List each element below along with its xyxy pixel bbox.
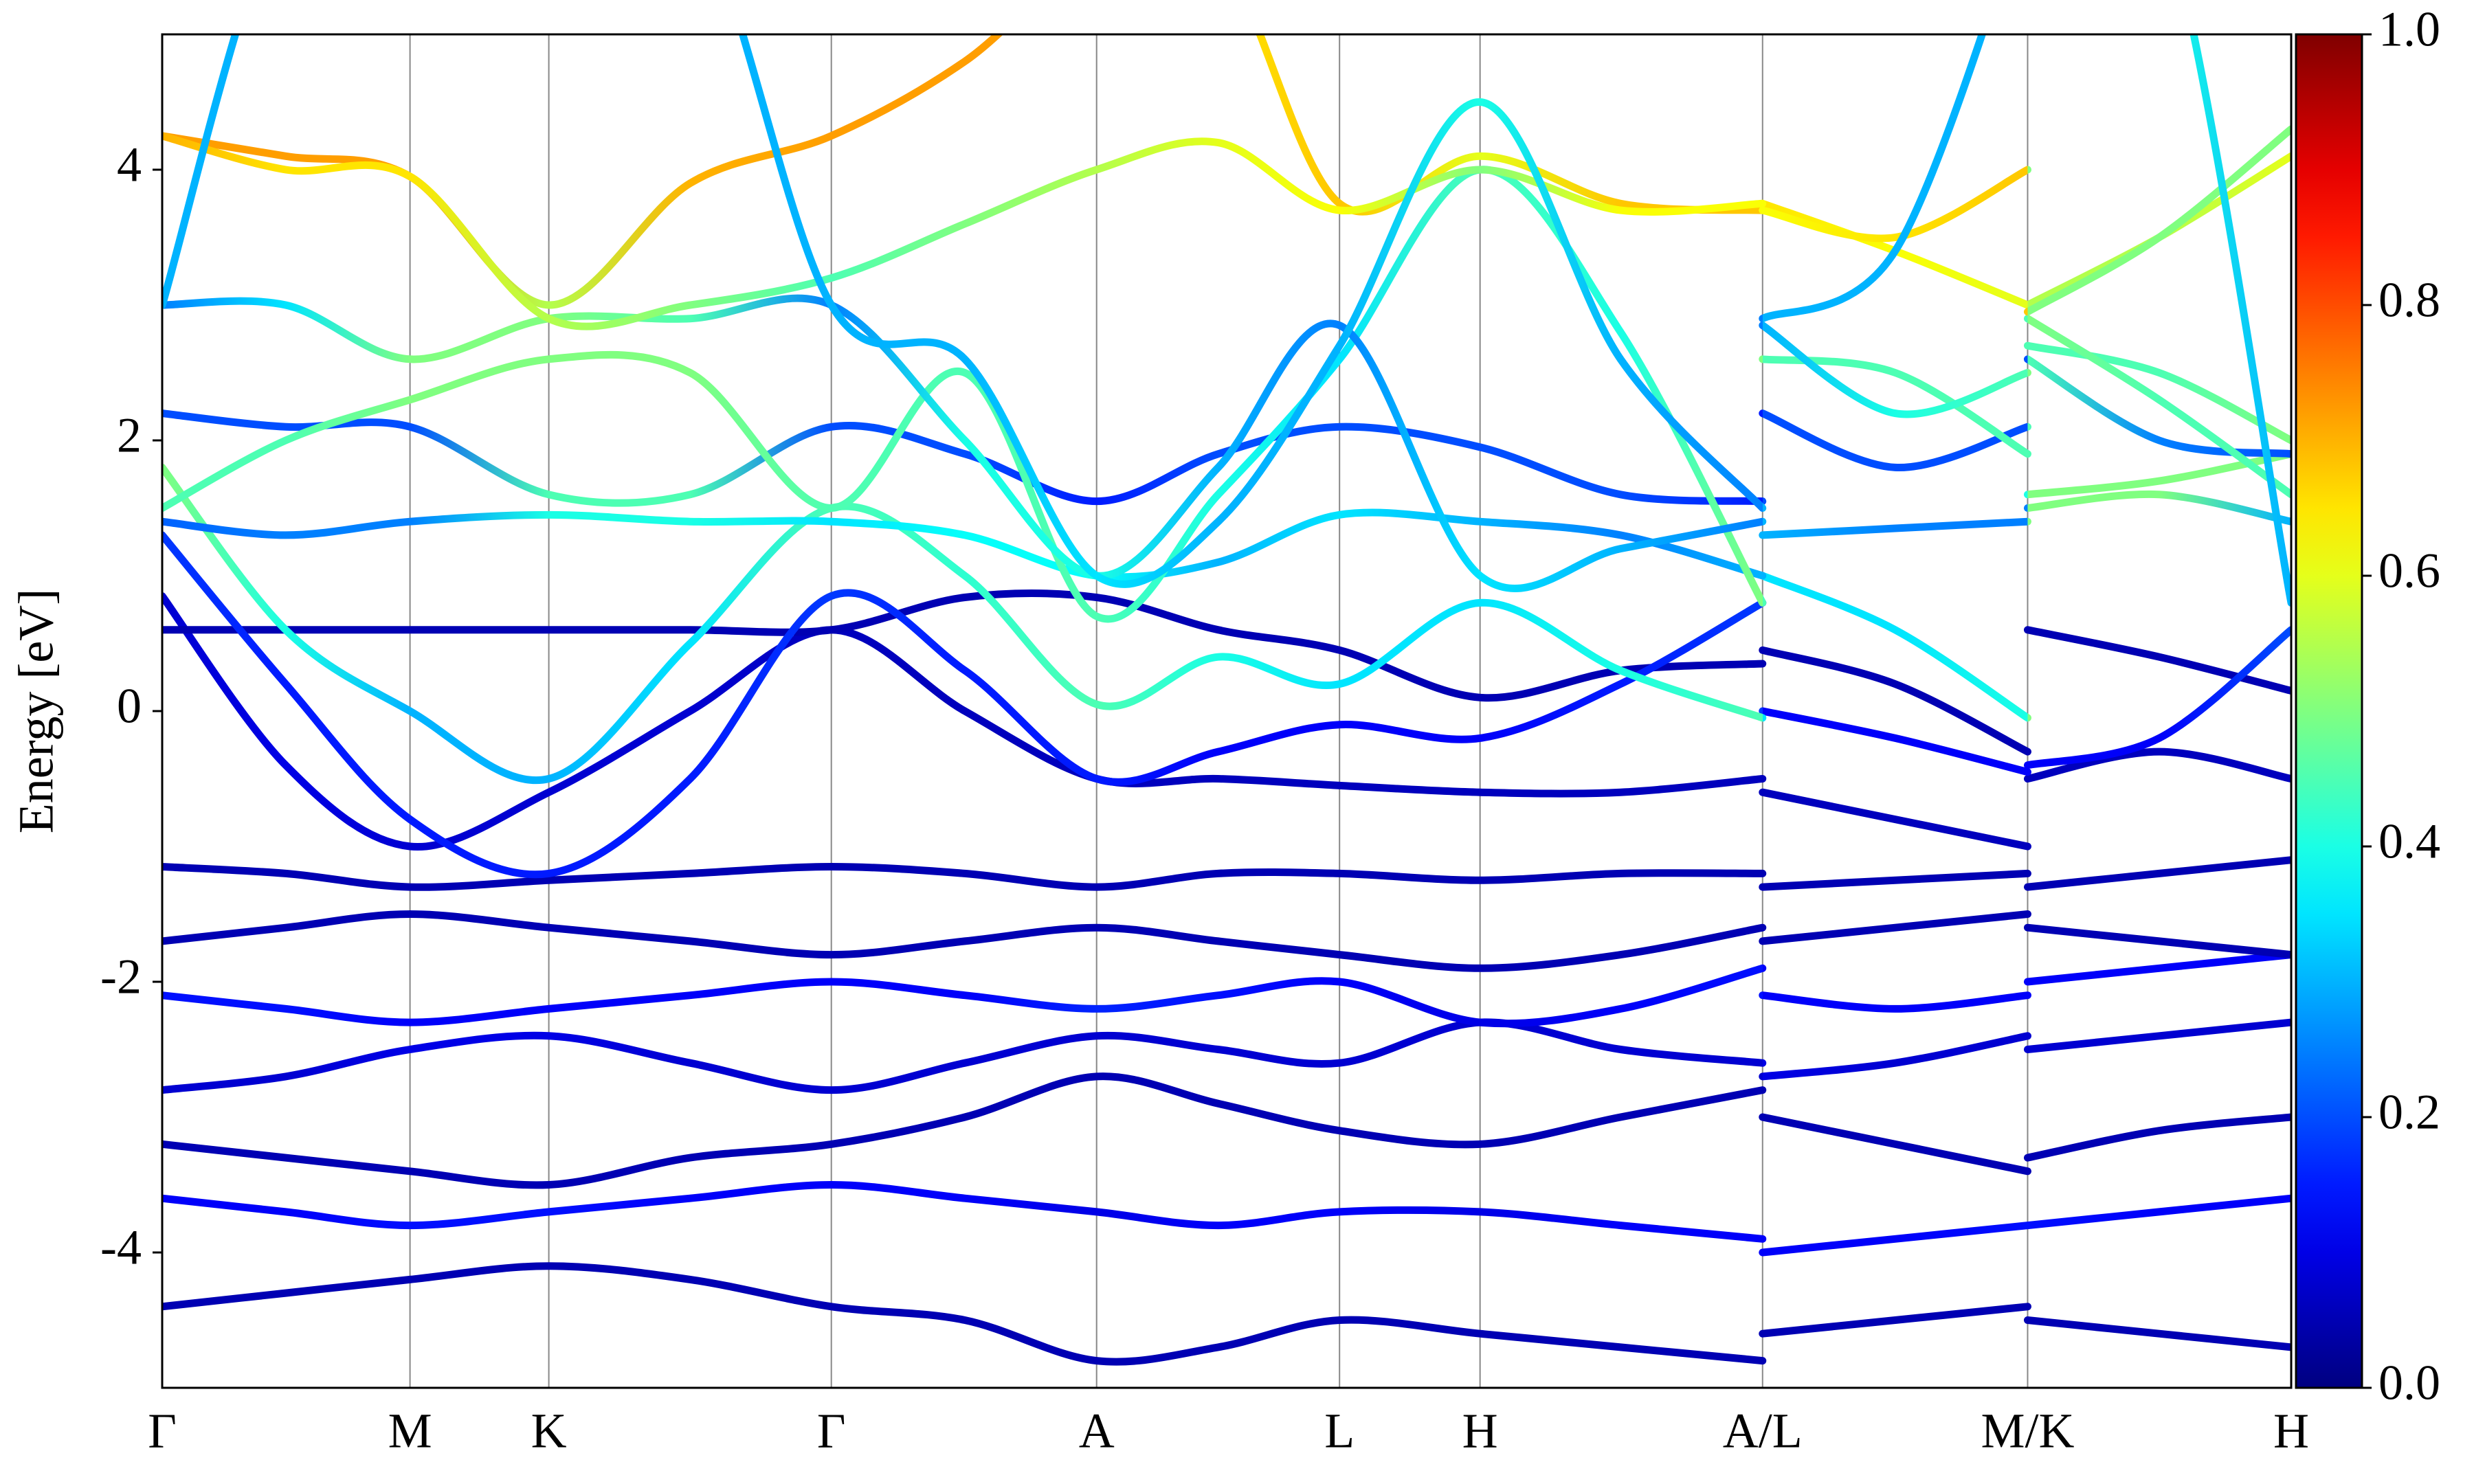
x-tick-label: Γ xyxy=(817,1404,846,1459)
band xyxy=(162,34,2291,309)
band xyxy=(162,1262,2291,1366)
colorbar-tick-label: 0.6 xyxy=(2378,543,2440,598)
band xyxy=(162,125,2291,330)
colorbar-tick-label: 0.4 xyxy=(2378,814,2440,869)
colorbar-tick-label: 1.0 xyxy=(2378,2,2440,57)
x-tick-label: M/K xyxy=(1981,1404,2074,1459)
bands xyxy=(162,34,2291,1366)
colorbar-tick-label: 0.2 xyxy=(2378,1085,2440,1140)
y-tick-label: 2 xyxy=(117,408,142,463)
band xyxy=(162,1180,2291,1257)
y-tick-label: -2 xyxy=(100,949,142,1004)
band xyxy=(162,355,2291,507)
band xyxy=(162,856,2291,891)
y-tick-label: 0 xyxy=(117,679,142,734)
colorbar-tick-label: 0.8 xyxy=(2378,273,2440,328)
x-tick-label: M xyxy=(388,1404,432,1459)
band xyxy=(162,1072,2291,1189)
x-tick-label: H xyxy=(1462,1404,1498,1459)
y-tick-label: 4 xyxy=(117,137,142,192)
band xyxy=(162,450,2291,784)
band xyxy=(162,592,2291,851)
band xyxy=(162,531,2291,879)
x-tick-label: K xyxy=(531,1404,567,1459)
x-tick-label: L xyxy=(1324,1404,1355,1459)
x-tick-label: Γ xyxy=(148,1404,177,1459)
y-axis-label: Energy [eV] xyxy=(9,589,64,834)
band xyxy=(162,951,2291,1028)
y-tick-label: -4 xyxy=(100,1220,142,1275)
band xyxy=(162,294,2291,593)
colorbar-tick-label: 0.0 xyxy=(2378,1356,2440,1410)
x-tick-label: H xyxy=(2273,1404,2309,1459)
band xyxy=(162,34,2291,607)
x-tick-label: A xyxy=(1079,1404,1115,1459)
colorbar xyxy=(2295,33,2363,1389)
band xyxy=(162,589,2291,756)
band xyxy=(162,490,2291,581)
band xyxy=(162,1018,2291,1094)
band xyxy=(162,910,2291,972)
plot-frame xyxy=(161,33,2293,1389)
x-tick-label: A/L xyxy=(1723,1404,1803,1459)
